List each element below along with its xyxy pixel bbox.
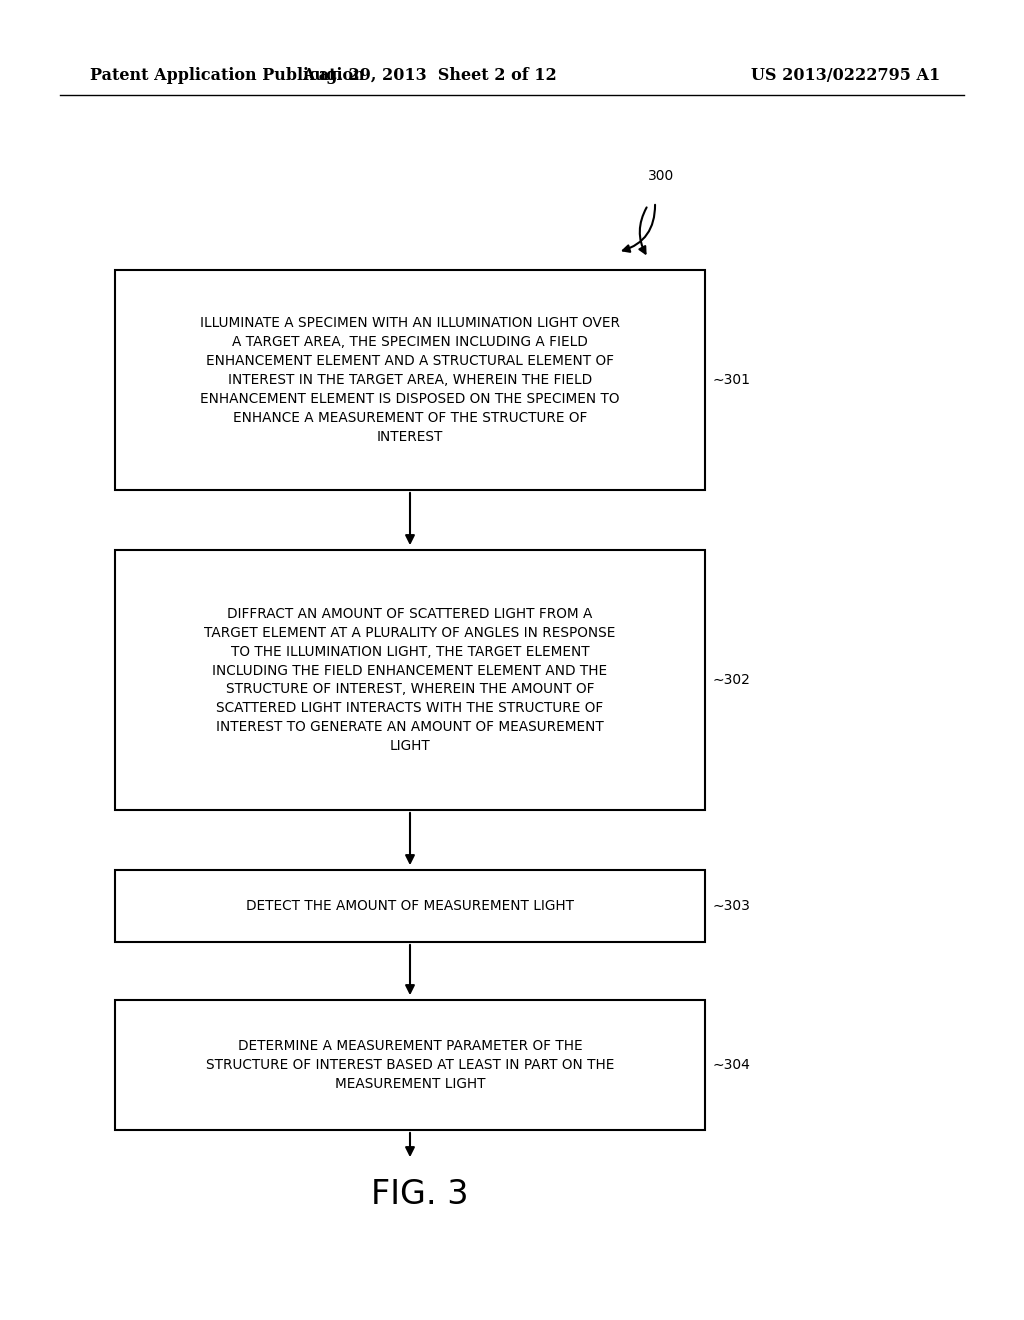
Text: ILLUMINATE A SPECIMEN WITH AN ILLUMINATION LIGHT OVER
A TARGET AREA, THE SPECIME: ILLUMINATE A SPECIMEN WITH AN ILLUMINATI…: [200, 317, 620, 444]
Text: ∼304: ∼304: [713, 1059, 751, 1072]
Text: FIG. 3: FIG. 3: [372, 1179, 469, 1212]
Text: ∼301: ∼301: [713, 374, 751, 387]
Text: DETERMINE A MEASUREMENT PARAMETER OF THE
STRUCTURE OF INTEREST BASED AT LEAST IN: DETERMINE A MEASUREMENT PARAMETER OF THE…: [206, 1039, 614, 1090]
Text: DIFFRACT AN AMOUNT OF SCATTERED LIGHT FROM A
TARGET ELEMENT AT A PLURALITY OF AN: DIFFRACT AN AMOUNT OF SCATTERED LIGHT FR…: [205, 607, 615, 754]
Text: DETECT THE AMOUNT OF MEASUREMENT LIGHT: DETECT THE AMOUNT OF MEASUREMENT LIGHT: [246, 899, 574, 913]
Text: US 2013/0222795 A1: US 2013/0222795 A1: [751, 66, 940, 83]
Bar: [115, 1001, 705, 1130]
Text: ∼302: ∼302: [713, 673, 751, 686]
Text: Patent Application Publication: Patent Application Publication: [90, 66, 365, 83]
Bar: [115, 271, 705, 490]
Text: 300: 300: [648, 169, 674, 183]
Text: Aug. 29, 2013  Sheet 2 of 12: Aug. 29, 2013 Sheet 2 of 12: [303, 66, 557, 83]
Bar: [115, 870, 705, 942]
Bar: [115, 550, 705, 810]
Text: ∼303: ∼303: [713, 899, 751, 913]
